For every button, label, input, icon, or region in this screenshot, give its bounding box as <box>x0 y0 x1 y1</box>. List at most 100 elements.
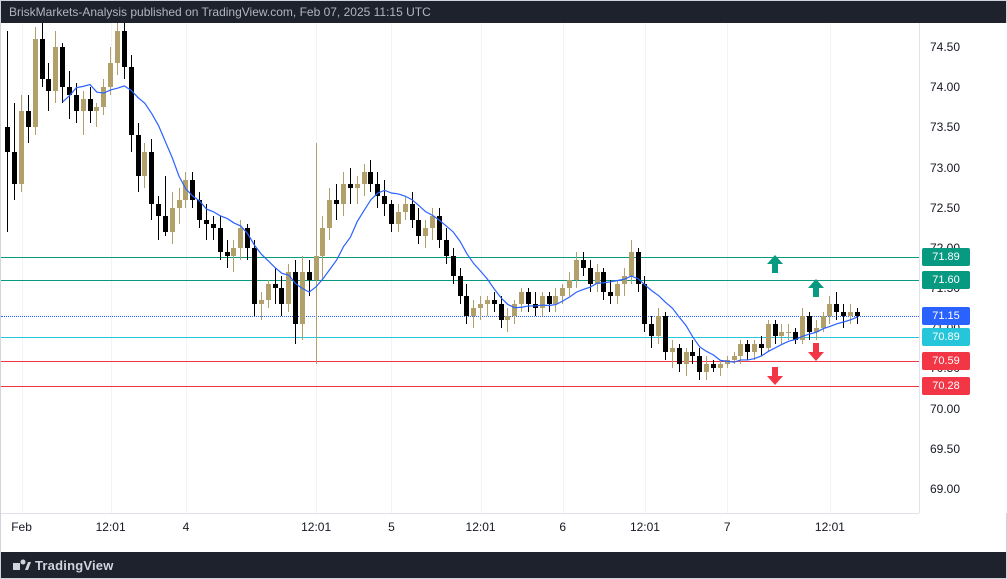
candle-body <box>238 228 243 248</box>
candle-body <box>170 208 175 232</box>
candle-body <box>738 344 743 356</box>
candle-body <box>704 364 709 372</box>
candle-body <box>567 280 572 288</box>
candle-body <box>12 152 17 184</box>
candle-body <box>266 284 271 300</box>
candle-body <box>595 272 600 284</box>
candle-body <box>745 344 750 352</box>
candle-body <box>588 268 593 284</box>
candle-body <box>74 95 79 111</box>
candle-body <box>334 200 339 204</box>
candle-wick <box>480 296 481 320</box>
candle-wick <box>261 292 262 320</box>
candle-body <box>368 172 373 184</box>
candle-body <box>204 220 209 224</box>
candle-body <box>355 184 360 188</box>
candle-body <box>615 284 620 296</box>
candle-wick <box>83 91 84 135</box>
candle-wick <box>69 71 70 119</box>
candle-body <box>759 344 764 348</box>
candle-body <box>183 180 188 200</box>
candle-body <box>163 216 168 232</box>
candle-body <box>46 79 51 91</box>
price-chart[interactable] <box>1 23 919 513</box>
candle-body <box>649 324 654 336</box>
candle-body <box>711 364 716 368</box>
candle-body <box>451 256 456 276</box>
candle-body <box>108 63 113 87</box>
candle-body <box>581 260 586 268</box>
candle-body <box>478 304 483 308</box>
candle-body <box>259 300 264 304</box>
candle-body <box>574 260 579 280</box>
candle-body <box>60 47 65 87</box>
x-axis-label: 12:01 <box>630 520 660 534</box>
candle-body <box>848 312 853 316</box>
candle-body <box>752 344 757 352</box>
candle-body <box>396 212 401 224</box>
candle-body <box>252 248 257 304</box>
candle-body <box>697 356 702 372</box>
chart-header: BriskMarkets-Analysis published on Tradi… <box>1 1 1006 23</box>
candle-body <box>300 272 305 324</box>
price-line <box>1 316 919 317</box>
candle-body <box>636 252 641 284</box>
price-label: 70.28 <box>922 377 970 395</box>
y-axis-label: 73.50 <box>930 120 960 134</box>
candle-body <box>526 292 531 304</box>
price-line <box>1 361 919 362</box>
brand-text: TradingView <box>35 558 114 573</box>
candle-body <box>33 39 38 127</box>
price-label: 71.60 <box>922 271 970 289</box>
candle-body <box>341 184 346 204</box>
candle-body <box>389 204 394 224</box>
candle-wick <box>316 143 317 364</box>
candle-body <box>53 47 58 91</box>
candle-body <box>293 272 298 324</box>
candle-body <box>732 356 737 360</box>
candle-body <box>779 332 784 336</box>
candle-body <box>684 352 689 364</box>
candle-body <box>656 316 661 336</box>
candle-body <box>327 200 332 228</box>
y-axis-label: 74.50 <box>930 40 960 54</box>
candle-body <box>218 228 223 252</box>
y-axis-label: 70.00 <box>930 402 960 416</box>
brand-footer: TradingView <box>1 552 1006 578</box>
candle-body <box>231 248 236 256</box>
candle-wick <box>720 360 721 376</box>
y-axis-label: 69.50 <box>930 442 960 456</box>
candle-body <box>773 324 778 336</box>
candle-body <box>458 276 463 296</box>
y-axis-label: 74.00 <box>930 80 960 94</box>
candle-body <box>841 312 846 316</box>
candle-body <box>485 300 490 304</box>
candle-body <box>348 184 353 188</box>
arrow-down-icon <box>767 367 783 390</box>
candle-body <box>533 304 538 308</box>
y-axis-label: 69.00 <box>930 482 960 496</box>
x-axis[interactable]: Feb12:01412:01512:01612:01712:01 <box>1 513 919 554</box>
candle-body <box>807 316 812 332</box>
x-axis-label: 5 <box>388 520 395 534</box>
y-axis-label: 72.50 <box>930 201 960 215</box>
arrow-up-icon <box>767 255 783 278</box>
candle-body <box>834 304 839 312</box>
candle-body <box>286 272 291 304</box>
candle-body <box>403 204 408 212</box>
candle-body <box>814 328 819 332</box>
candle-body <box>225 252 230 256</box>
candle-body <box>382 196 387 204</box>
price-label: 70.89 <box>922 328 970 346</box>
candle-body <box>827 304 832 316</box>
candle-body <box>512 304 517 316</box>
candle-body <box>81 99 86 111</box>
candle-body <box>320 228 325 256</box>
y-axis[interactable]: 74.5074.0073.5073.0072.5072.0071.5071.00… <box>919 23 1007 513</box>
candle-body <box>766 324 771 348</box>
candle-body <box>410 204 415 220</box>
candle-body <box>499 304 504 320</box>
candle-body <box>362 172 367 184</box>
candle-body <box>725 360 730 364</box>
candle-body <box>430 216 435 228</box>
